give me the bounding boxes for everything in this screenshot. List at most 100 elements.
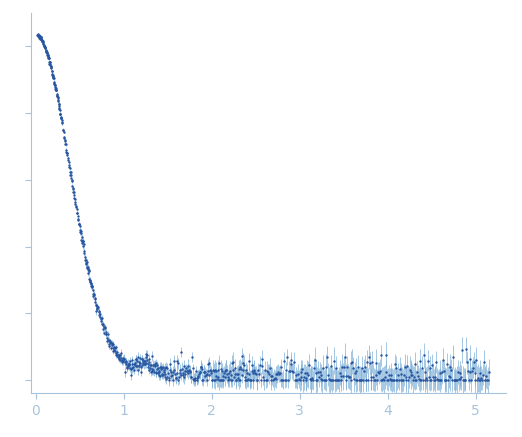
Point	[126, 357, 135, 364]
Point	[280, 357, 288, 364]
Point	[200, 372, 209, 379]
Point	[260, 376, 268, 383]
Point	[219, 372, 227, 379]
Point	[84, 269, 92, 276]
Point	[351, 370, 359, 377]
Point	[346, 374, 354, 381]
Point	[147, 368, 156, 375]
Point	[40, 42, 49, 49]
Point	[269, 376, 277, 383]
Point	[130, 367, 138, 374]
Point	[114, 354, 122, 361]
Point	[345, 374, 353, 381]
Point	[62, 141, 70, 148]
Point	[80, 248, 89, 255]
Point	[148, 366, 157, 373]
Point	[288, 368, 296, 375]
Point	[68, 184, 77, 191]
Point	[180, 363, 188, 370]
Point	[233, 370, 242, 377]
Point	[302, 375, 311, 382]
Point	[60, 128, 68, 135]
Point	[240, 376, 248, 383]
Point	[43, 51, 52, 58]
Point	[383, 376, 392, 383]
Point	[460, 376, 469, 383]
Point	[206, 366, 214, 373]
Point	[47, 64, 55, 71]
Point	[454, 368, 462, 375]
Point	[347, 376, 355, 383]
Point	[35, 32, 43, 39]
Point	[273, 371, 281, 378]
Point	[53, 93, 61, 100]
Point	[361, 363, 369, 370]
Point	[121, 358, 129, 365]
Point	[351, 367, 360, 374]
Point	[404, 376, 412, 383]
Point	[262, 376, 270, 383]
Point	[51, 82, 59, 89]
Point	[337, 376, 346, 383]
Point	[118, 355, 127, 362]
Point	[108, 340, 116, 347]
Point	[66, 171, 75, 178]
Point	[359, 376, 367, 383]
Point	[105, 343, 113, 350]
Point	[369, 374, 377, 381]
Point	[71, 198, 79, 205]
Point	[301, 376, 310, 383]
Point	[156, 364, 164, 371]
Point	[239, 367, 247, 374]
Point	[211, 376, 219, 383]
Point	[161, 370, 170, 377]
Point	[367, 374, 375, 381]
Point	[78, 239, 87, 246]
Point	[45, 60, 54, 67]
Point	[189, 375, 197, 382]
Point	[212, 372, 220, 379]
Point	[64, 155, 72, 162]
Point	[339, 373, 347, 380]
Point	[158, 372, 167, 379]
Point	[450, 376, 459, 383]
Point	[407, 372, 416, 379]
Point	[79, 243, 88, 250]
Point	[424, 357, 432, 364]
Point	[57, 114, 65, 121]
Point	[46, 61, 55, 68]
Point	[89, 287, 98, 294]
Point	[135, 359, 144, 366]
Point	[431, 373, 439, 380]
Point	[196, 369, 204, 376]
Point	[441, 376, 449, 383]
Point	[58, 118, 66, 125]
Point	[35, 33, 44, 40]
Point	[479, 371, 487, 378]
Point	[468, 367, 476, 374]
Point	[78, 233, 86, 240]
Point	[420, 352, 428, 359]
Point	[358, 365, 366, 372]
Point	[191, 376, 199, 383]
Point	[167, 368, 175, 375]
Point	[252, 376, 260, 383]
Point	[183, 367, 191, 374]
Point	[317, 375, 326, 382]
Point	[350, 376, 358, 383]
Point	[129, 364, 137, 371]
Point	[394, 372, 402, 379]
Point	[87, 280, 96, 287]
Point	[38, 37, 46, 44]
Point	[65, 165, 74, 172]
Point	[245, 357, 253, 364]
Point	[477, 375, 485, 382]
Point	[45, 59, 54, 66]
Point	[223, 373, 232, 380]
Point	[242, 376, 250, 383]
Point	[281, 376, 289, 383]
Point	[171, 375, 180, 382]
Point	[203, 376, 211, 383]
Point	[37, 35, 45, 42]
Point	[75, 221, 83, 228]
